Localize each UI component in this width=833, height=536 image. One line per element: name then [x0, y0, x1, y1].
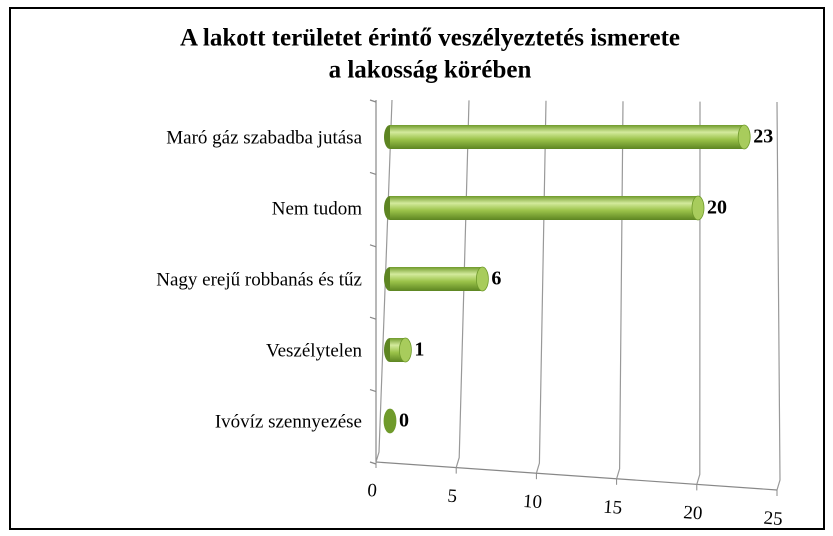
axis-tick — [369, 99, 377, 103]
axis-tick — [369, 316, 377, 320]
grid-line — [616, 101, 624, 479]
bar-part — [383, 408, 397, 434]
grid-line — [696, 101, 701, 485]
bar — [384, 195, 705, 221]
x-tick-label: 0 — [367, 480, 378, 502]
x-tick-label: 20 — [683, 502, 703, 524]
bar — [384, 337, 412, 363]
data-label: 20 — [707, 197, 727, 219]
axis-tick — [369, 461, 377, 465]
bar-part — [390, 125, 745, 149]
grid-line — [776, 101, 781, 491]
data-label: 23 — [753, 126, 773, 148]
bar-part — [398, 337, 412, 363]
bar-part — [475, 266, 489, 292]
x-tick-label: 10 — [522, 491, 542, 513]
axis-tick — [369, 389, 377, 393]
bar-part — [691, 195, 705, 221]
x-tick-label: 5 — [447, 486, 458, 508]
x-tick-label: 25 — [763, 508, 783, 530]
y-tick-label: Nagy erejű robbanás és tűz — [156, 269, 362, 290]
y-tick-label: Nem tudom — [272, 198, 362, 219]
data-label: 6 — [491, 268, 501, 290]
x-tick-label: 15 — [602, 497, 622, 519]
axis-tick — [369, 244, 377, 248]
bar — [384, 266, 489, 292]
chart-title: A lakott területet érintő veszélyeztetés… — [180, 25, 680, 52]
y-tick-label: Veszélytelen — [266, 340, 363, 361]
bar — [384, 124, 751, 150]
bar — [383, 408, 397, 434]
chart-title: a lakosság körében — [329, 57, 532, 84]
axis-tick — [369, 171, 377, 175]
y-tick-label: Maró gáz szabadba jutása — [166, 127, 362, 148]
bar-part — [390, 196, 698, 220]
grid-line — [535, 100, 547, 474]
bar-part — [390, 267, 483, 291]
bar-part — [737, 124, 751, 150]
y-tick-label: Ivóvíz szennyezése — [215, 411, 362, 432]
data-label: 1 — [414, 339, 424, 361]
axis-line — [375, 461, 778, 491]
data-label: 0 — [399, 410, 409, 432]
